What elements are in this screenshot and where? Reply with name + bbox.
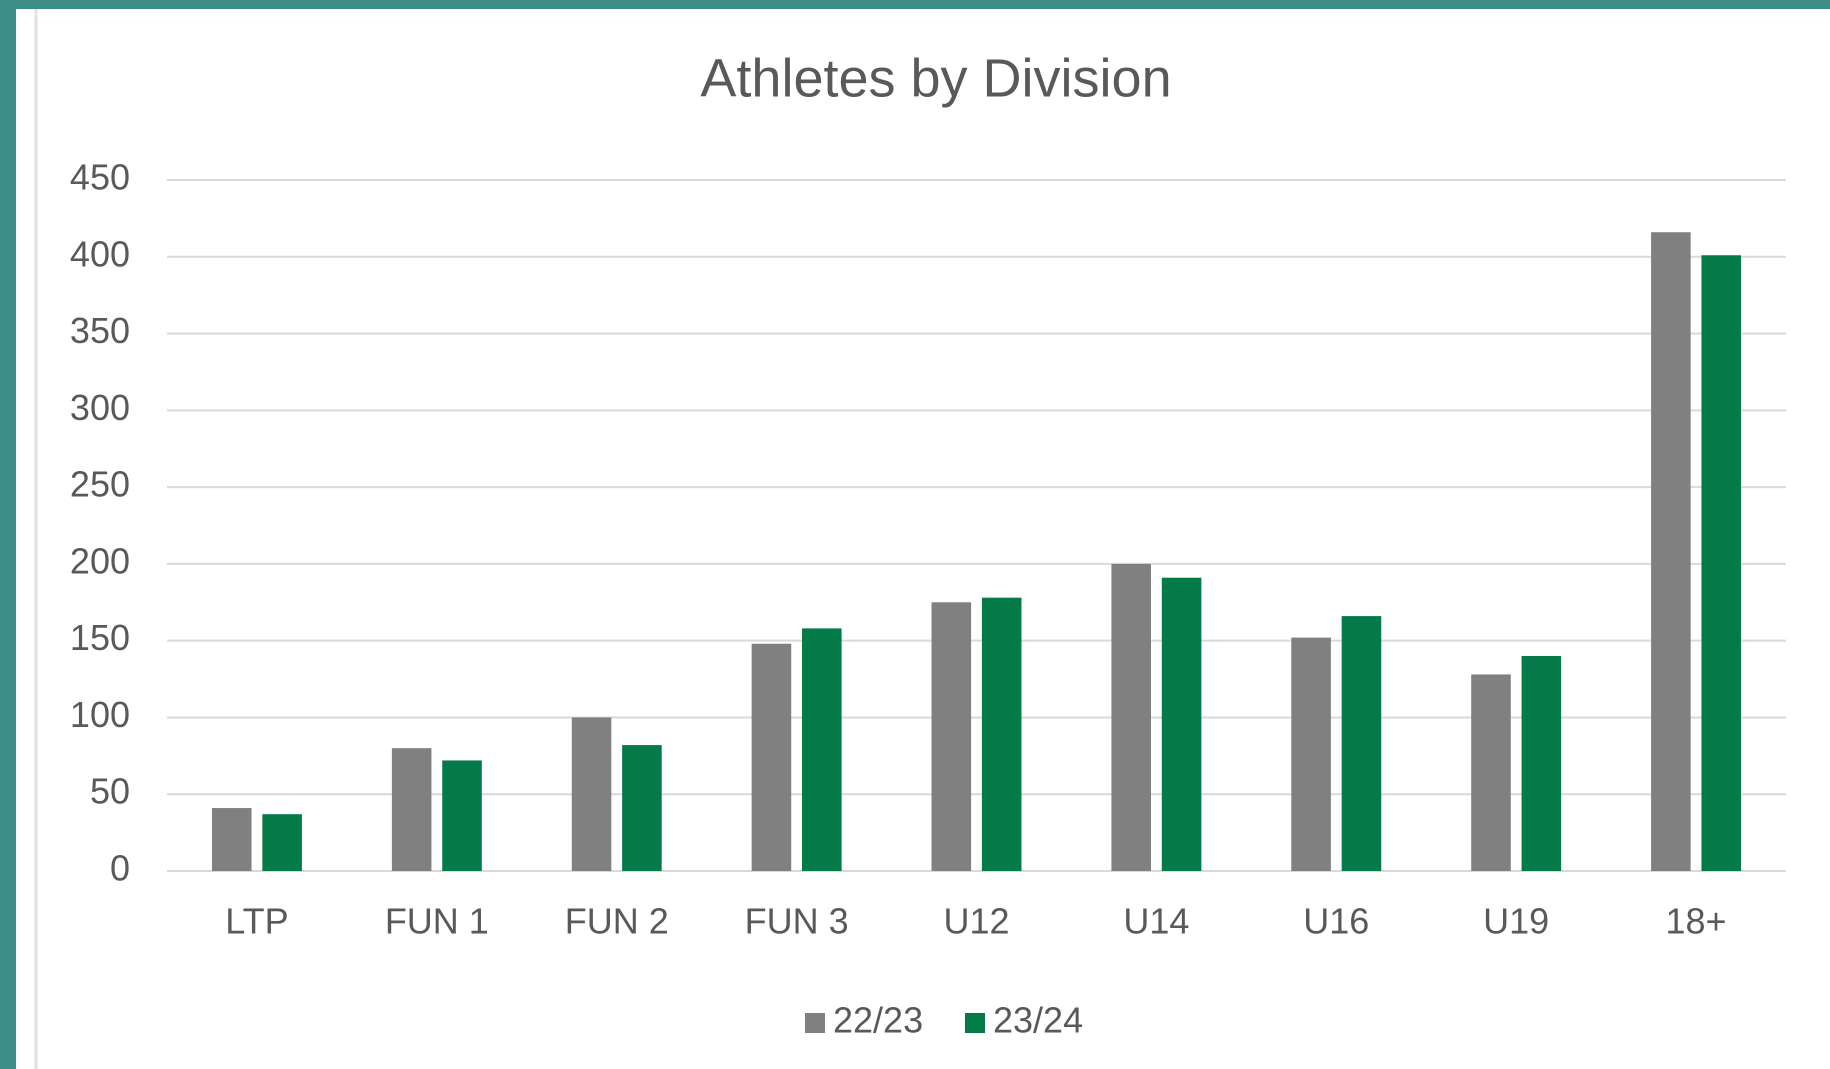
y-tick-label: 100 bbox=[70, 694, 130, 735]
bar bbox=[622, 745, 662, 871]
x-tick-label: U16 bbox=[1303, 901, 1369, 942]
x-tick-label: FUN 1 bbox=[385, 901, 489, 942]
y-tick-label: 400 bbox=[70, 233, 130, 274]
legend-label: 22/23 bbox=[833, 1000, 923, 1041]
bar bbox=[802, 628, 842, 871]
bar bbox=[751, 643, 792, 871]
panel bbox=[16, 9, 1830, 1069]
y-tick-label: 350 bbox=[70, 310, 130, 351]
bar bbox=[1111, 563, 1151, 871]
bar bbox=[1651, 232, 1691, 872]
bar bbox=[1701, 255, 1742, 872]
bar bbox=[931, 602, 972, 871]
bar bbox=[1471, 674, 1511, 871]
bar bbox=[391, 748, 432, 871]
legend-swatch bbox=[965, 1013, 985, 1033]
bar bbox=[571, 717, 612, 871]
x-tick-label: FUN 3 bbox=[745, 901, 849, 942]
bar bbox=[1521, 656, 1562, 871]
chart-title: Athletes by Division bbox=[700, 48, 1171, 108]
x-tick-label: FUN 2 bbox=[565, 901, 669, 942]
y-tick-label: 0 bbox=[110, 848, 130, 889]
bar bbox=[442, 760, 482, 871]
bar bbox=[1341, 616, 1382, 871]
x-tick-label: U12 bbox=[943, 901, 1009, 942]
y-tick-label: 250 bbox=[70, 464, 130, 505]
x-tick-label: LTP bbox=[225, 901, 288, 942]
y-tick-label: 50 bbox=[90, 771, 130, 812]
bar bbox=[981, 597, 1022, 871]
bar bbox=[262, 814, 302, 871]
x-tick-label: U14 bbox=[1123, 901, 1189, 942]
x-tick-label: U19 bbox=[1483, 901, 1549, 942]
y-tick-label: 200 bbox=[70, 540, 130, 581]
legend-swatch bbox=[805, 1013, 825, 1033]
x-tick-label: 18+ bbox=[1666, 901, 1727, 942]
bar bbox=[1291, 637, 1331, 871]
legend-label: 23/24 bbox=[993, 1000, 1083, 1041]
bar bbox=[211, 808, 252, 871]
y-tick-label: 300 bbox=[70, 387, 130, 428]
y-tick-label: 450 bbox=[70, 157, 130, 198]
bar bbox=[1161, 577, 1202, 871]
y-tick-label: 150 bbox=[70, 617, 130, 658]
